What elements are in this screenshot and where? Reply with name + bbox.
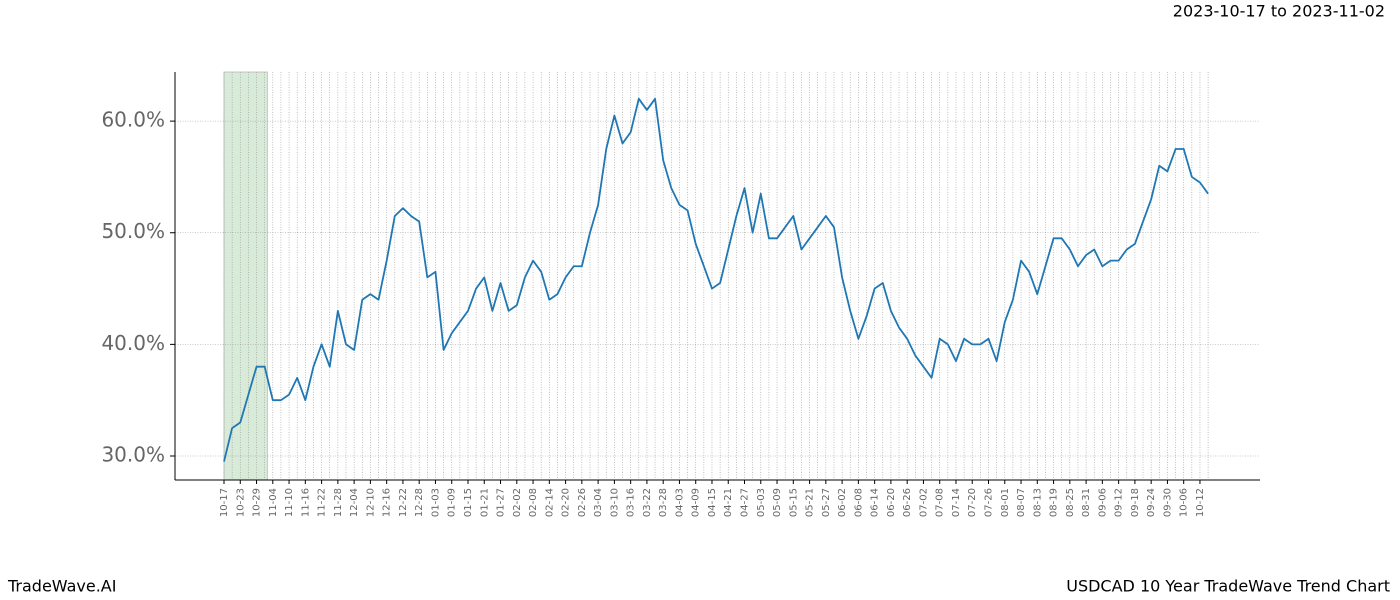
x-tick-label: 10-06	[1179, 488, 1190, 517]
x-tick-label: 07-26	[984, 488, 995, 517]
x-tick-label: 06-20	[886, 488, 897, 517]
x-tick-label: 03-04	[593, 488, 604, 517]
x-tick-label: 08-13	[1032, 488, 1043, 517]
x-tick-label: 01-15	[463, 488, 474, 517]
x-tick-label: 05-21	[805, 488, 816, 517]
x-tick-label: 02-20	[561, 488, 572, 517]
x-tick-label: 06-26	[902, 488, 913, 517]
x-tick-label: 11-28	[333, 488, 344, 517]
x-tick-label: 10-23	[235, 488, 246, 517]
x-tick-label: 09-24	[1146, 488, 1157, 517]
x-tick-label: 11-04	[268, 488, 279, 517]
x-tick-label: 09-06	[1097, 488, 1108, 517]
y-tick-label: 40.0%	[101, 331, 165, 355]
x-tick-label: 01-03	[430, 488, 441, 517]
x-tick-label: 01-21	[479, 488, 490, 517]
x-tick-label: 08-07	[1016, 488, 1027, 517]
x-tick-label: 03-10	[609, 488, 620, 517]
x-tick-label: 07-20	[967, 488, 978, 517]
x-tick-label: 12-16	[382, 488, 393, 517]
x-tick-label: 12-10	[365, 488, 376, 517]
x-tick-label: 02-02	[512, 488, 523, 517]
x-tick-label: 08-01	[1000, 488, 1011, 517]
x-tick-label: 08-25	[1065, 488, 1076, 517]
x-tick-label: 08-31	[1081, 488, 1092, 517]
x-tick-label: 10-29	[252, 488, 263, 517]
x-tick-label: 07-02	[918, 488, 929, 517]
x-tick-label: 05-03	[756, 488, 767, 517]
x-tick-label: 10-17	[219, 488, 230, 517]
y-tick-label: 60.0%	[101, 108, 165, 132]
x-tick-label: 04-15	[707, 488, 718, 517]
x-tick-label: 09-12	[1114, 488, 1125, 517]
highlight-span	[223, 71, 268, 481]
y-tick-label: 30.0%	[101, 443, 165, 467]
date-range: 2023-10-17 to 2023-11-02	[1173, 2, 1385, 21]
x-tick-label: 02-08	[528, 488, 539, 517]
x-tick-label: 10-12	[1195, 488, 1206, 517]
x-tick-label: 06-14	[870, 488, 881, 517]
x-tick-label: 07-08	[935, 488, 946, 517]
x-tick-label: 09-18	[1130, 488, 1141, 517]
x-tick-label: 02-26	[577, 488, 588, 517]
plot-area	[175, 71, 1260, 481]
x-tick-label: 05-27	[821, 488, 832, 517]
x-tick-label: 06-08	[853, 488, 864, 517]
x-tick-label: 01-09	[447, 488, 458, 517]
x-tick-label: 04-03	[674, 488, 685, 517]
data-line	[223, 97, 1209, 462]
x-tick-label: 11-16	[300, 488, 311, 517]
x-tick-label: 07-14	[951, 488, 962, 517]
x-tick-label: 04-27	[740, 488, 751, 517]
x-tick-label: 02-14	[544, 488, 555, 517]
x-tick-label: 04-21	[723, 488, 734, 517]
x-tick-label: 08-19	[1049, 488, 1060, 517]
x-tick-label: 03-16	[626, 488, 637, 517]
x-tick-label: 12-22	[398, 488, 409, 517]
x-tick-label: 03-28	[658, 488, 669, 517]
x-tick-label: 11-22	[317, 488, 328, 517]
x-tick-label: 09-30	[1162, 488, 1173, 517]
y-tick-label: 50.0%	[101, 219, 165, 243]
x-tick-label: 12-04	[349, 488, 360, 517]
x-tick-label: 06-02	[837, 488, 848, 517]
x-tick-label: 12-28	[414, 488, 425, 517]
x-tick-label: 05-09	[772, 488, 783, 517]
chart-title: USDCAD 10 Year TradeWave Trend Chart	[1066, 577, 1390, 596]
x-tick-label: 04-09	[691, 488, 702, 517]
brand: TradeWave.AI	[7, 577, 116, 596]
x-tick-label: 01-27	[496, 488, 507, 517]
x-tick-label: 11-10	[284, 488, 295, 517]
x-tick-label: 03-22	[642, 488, 653, 517]
x-tick-label: 05-15	[788, 488, 799, 517]
